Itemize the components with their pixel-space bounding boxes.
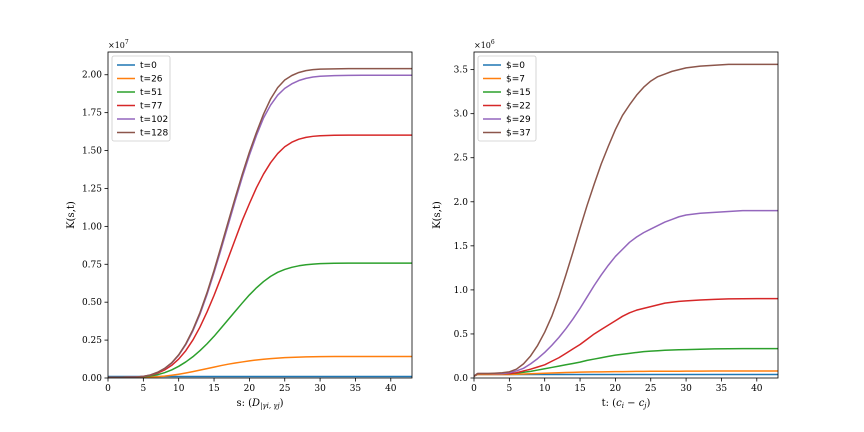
- left-chart-y-axis-label: K(s,t): [66, 201, 77, 229]
- right-chart-series-line-2: [474, 347, 778, 377]
- left-chart-legend-label: t=102: [140, 115, 168, 125]
- right-chart-y-axis-label: K(s,t): [432, 201, 443, 229]
- right-chart-y-tick-label: 3.0: [454, 110, 469, 120]
- right-chart-y-tick-label: 2.5: [454, 154, 469, 164]
- left-chart-legend: t=0 t=26 t=51 t=77 t=102 t=128: [111, 55, 171, 142]
- left-chart-series-line-5: [108, 67, 412, 378]
- right-chart-y-tick-label: 1.0: [454, 286, 469, 296]
- right-chart-legend-label: $=29: [506, 115, 531, 125]
- left-chart-x-tick-label: 35: [350, 384, 362, 394]
- left-chart-y-tick-label: 1.25: [82, 184, 102, 194]
- right-chart-legend: $=0 $=7 $=15 $=22 $=29 $=37: [477, 55, 537, 142]
- right-chart-x-tick-label: 35: [716, 384, 728, 394]
- left-chart-series-line-2: [108, 262, 412, 378]
- right-chart-y-tick-label: 2.0: [454, 198, 469, 208]
- right-chart-series-line-4: [474, 209, 778, 377]
- right-chart-legend-label: $=0: [506, 61, 525, 71]
- right-chart-x-tick-label: 40: [751, 384, 763, 394]
- right-chart-series-line-5: [474, 63, 778, 377]
- left-chart-y-tick-label: 1.75: [82, 109, 102, 119]
- right-chart-lines: [474, 63, 778, 377]
- left-chart-legend-label: t=77: [140, 102, 163, 112]
- right-chart-legend-label: $=37: [506, 129, 531, 139]
- left-chart-x-tick-label: 15: [208, 384, 220, 394]
- left-chart-x-tick-label: 20: [244, 384, 256, 394]
- left-chart-series-line-1: [108, 355, 412, 378]
- left-chart-legend-label: t=0: [140, 61, 157, 71]
- right-chart-x-tick-label: 5: [506, 384, 512, 394]
- right-chart-y-tick-label: 1.5: [454, 242, 469, 252]
- left-chart-y-tick-label: 0.00: [82, 374, 102, 384]
- left-chart-series-line-3: [108, 134, 412, 378]
- left-chart-y-tick-label: 1.00: [82, 222, 102, 232]
- right-chart-legend-label: $=7: [506, 75, 525, 85]
- right-chart-legend-label: $=22: [506, 102, 531, 112]
- left-chart-y-ticks: 0.00 0.25 0.50 0.75 1.00 1.25 1.50 1.75 2.00: [82, 71, 108, 384]
- right-chart-x-tick-label: 15: [574, 384, 586, 394]
- right-chart-y-tick-label: 0.0: [454, 374, 469, 384]
- right-chart-x-tick-label: 10: [539, 384, 551, 394]
- left-chart-legend-label: t=51: [140, 88, 163, 98]
- left-chart-x-tick-label: 5: [140, 384, 146, 394]
- left-chart-y-tick-label: 0.50: [82, 298, 102, 308]
- right-chart-series-line-3: [474, 297, 778, 377]
- right-chart-x-tick-label: 30: [680, 384, 692, 394]
- left-chart-y-tick-label: 0.25: [82, 336, 102, 346]
- right-chart-x-tick-label: 0: [471, 384, 477, 394]
- left-chart-x-axis-label: s: (D|γi, γj): [236, 398, 283, 410]
- left-chart-x-tick-label: 40: [385, 384, 397, 394]
- left-chart-y-tick-label: 1.50: [82, 147, 102, 157]
- left-chart-x-tick-label: 30: [314, 384, 326, 394]
- left-chart-scale-factor: ×107: [108, 39, 129, 50]
- left-chart-x-tick-label: 10: [173, 384, 185, 394]
- left-chart-y-tick-label: 2.00: [82, 71, 102, 81]
- right-chart-scale-factor: ×106: [474, 39, 495, 50]
- right-chart-y-tick-label: 3.5: [454, 66, 469, 76]
- right-chart-frame: [473, 51, 779, 379]
- right-chart-x-ticks: 0 5 10 15 20 25 30 35 40: [471, 378, 763, 394]
- right-chart: 0 5 10 15 20 25 30 35 40 0.0 0.5 1.0 1.5 2.0 2.5 3.0 3.…: [432, 39, 779, 410]
- left-chart-lines: [108, 67, 412, 378]
- right-chart-x-axis-label: t: (ci − cj): [602, 398, 651, 410]
- right-chart-y-ticks: 0.0 0.5 1.0 1.5 2.0 2.5 3.0 3.5: [454, 66, 474, 384]
- right-chart-series-line-1: [474, 370, 778, 377]
- right-chart-x-tick-label: 20: [610, 384, 622, 394]
- left-chart-x-tick-label: 25: [279, 384, 291, 394]
- left-chart-frame: [107, 51, 413, 379]
- right-chart-x-tick-label: 25: [645, 384, 657, 394]
- right-chart-y-tick-label: 0.5: [454, 330, 469, 340]
- right-chart-legend-label: $=15: [506, 88, 531, 98]
- left-chart: 0 5 10 15 20 25 30 35 40 0.00 0.25 0.50 0.75 1.00 1.2…: [66, 39, 413, 410]
- left-chart-y-tick-label: 0.75: [82, 260, 102, 270]
- left-chart-legend-label: t=128: [140, 129, 169, 139]
- left-chart-x-tick-label: 0: [105, 384, 111, 394]
- left-chart-x-ticks: 0 5 10 15 20 25 30 35 40: [105, 378, 397, 394]
- left-chart-legend-label: t=26: [140, 75, 163, 85]
